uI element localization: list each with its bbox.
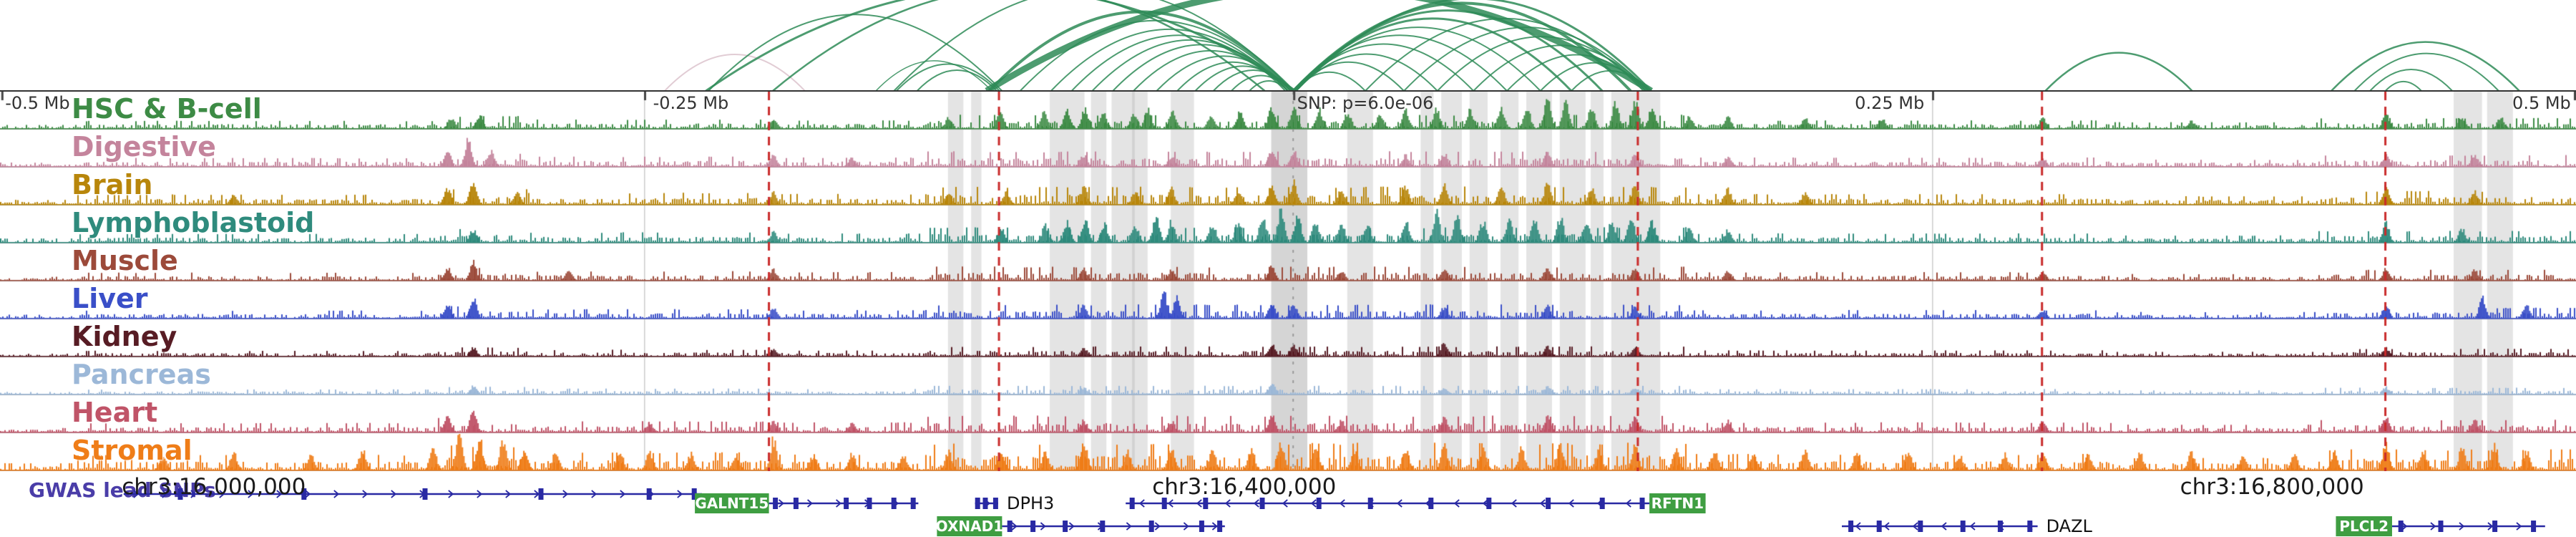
interaction-arc <box>1437 36 1647 92</box>
svg-text:OXNAD1: OXNAD1 <box>936 518 1003 535</box>
interaction-arc <box>1212 69 1294 92</box>
interaction-arc <box>2384 81 2422 92</box>
ruler-label: -0.5 Mb <box>5 93 70 113</box>
svg-text:DPH3: DPH3 <box>1007 493 1054 513</box>
signal-tracks-region: HSC & B-cell Digestive Brain Lymphoblastoid… <box>0 90 2576 471</box>
coordinate-label: chr3:16,400,000 <box>1152 474 1337 500</box>
gene-label-box <box>2336 516 2392 536</box>
track-label-kidney: Kidney <box>72 321 177 352</box>
gene-label-box <box>695 493 769 513</box>
track-label-hsc-b-cell: HSC & B-cell <box>72 93 262 125</box>
interaction-arc <box>2331 41 2520 92</box>
ruler-label: 0.25 Mb <box>1855 93 1925 113</box>
ruler-label: 0.5 Mb <box>2512 93 2571 113</box>
interaction-arc <box>1473 44 1649 92</box>
track-label-lymphoblastoid: Lymphoblastoid <box>72 207 315 238</box>
ruler-label: -0.25 Mb <box>653 93 729 113</box>
interaction-arc <box>2369 69 2453 92</box>
interaction-arc <box>1295 53 1438 92</box>
interaction-arc <box>2044 52 2193 92</box>
track-label-brain: Brain <box>72 169 153 200</box>
interaction-arc <box>1019 19 1292 92</box>
interaction-arc <box>708 14 1003 92</box>
gene-DPH3: DPH3 <box>975 493 1054 513</box>
interaction-arc <box>1112 44 1292 92</box>
track-label-digestive: Digestive <box>72 131 216 163</box>
snp-pvalue-label: SNP: p=6.0e-06 <box>1297 93 1434 113</box>
gene-DAZL: DAZL <box>1842 516 2093 536</box>
interaction-arc <box>664 53 806 92</box>
track-label-muscle: Muscle <box>72 245 178 276</box>
coordinate-label: chr3:16,800,000 <box>2180 474 2364 500</box>
interaction-arc <box>1295 26 1541 92</box>
interaction-arc <box>875 60 992 92</box>
interaction-arc <box>1231 74 1292 92</box>
track-label-stromal: Stromal <box>72 435 192 466</box>
interaction-arc <box>2353 52 2499 92</box>
svg-text:GALNT15: GALNT15 <box>695 495 769 512</box>
signal-tracks-canvas <box>0 92 2576 471</box>
svg-text:RFTN1: RFTN1 <box>1652 495 1704 512</box>
interaction-arc <box>1403 26 1649 92</box>
svg-text:PLCL2: PLCL2 <box>2339 518 2389 535</box>
gene-unnamed <box>123 488 702 500</box>
interaction-arc <box>916 69 997 92</box>
interaction-arcs-track <box>664 0 2520 92</box>
interaction-arc <box>893 0 1294 92</box>
gene-OXNAD1: OXNAD1 <box>936 516 1225 536</box>
gene-PLCL2: PLCL2 <box>2336 516 2545 536</box>
interaction-arc <box>1194 65 1292 92</box>
svg-text:DAZL: DAZL <box>2046 516 2093 536</box>
gene-annotation-track: GALNT15 DPH3 RFTN1 OXNAD1 DAZL PLCL2 <box>123 488 2545 536</box>
coordinate-label: chr3:16,000,000 <box>122 474 306 500</box>
track-label-liver: Liver <box>72 283 148 314</box>
track-label-heart: Heart <box>72 397 158 428</box>
interaction-arc <box>896 63 1000 92</box>
gene-RFTN1: RFTN1 <box>1126 493 1706 513</box>
track-label-pancreas: Pancreas <box>72 359 211 390</box>
interaction-arc <box>1294 0 1652 92</box>
gene-label-box <box>1649 493 1706 513</box>
gene-GALNT15: GALNT15 <box>695 493 919 513</box>
interaction-arc <box>1571 69 1649 92</box>
gene-label-box <box>937 516 1002 536</box>
gwas-lead-snps-label: GWAS lead SNPs <box>29 478 216 502</box>
interaction-arc <box>987 10 1294 92</box>
interaction-arc <box>1249 80 1289 92</box>
